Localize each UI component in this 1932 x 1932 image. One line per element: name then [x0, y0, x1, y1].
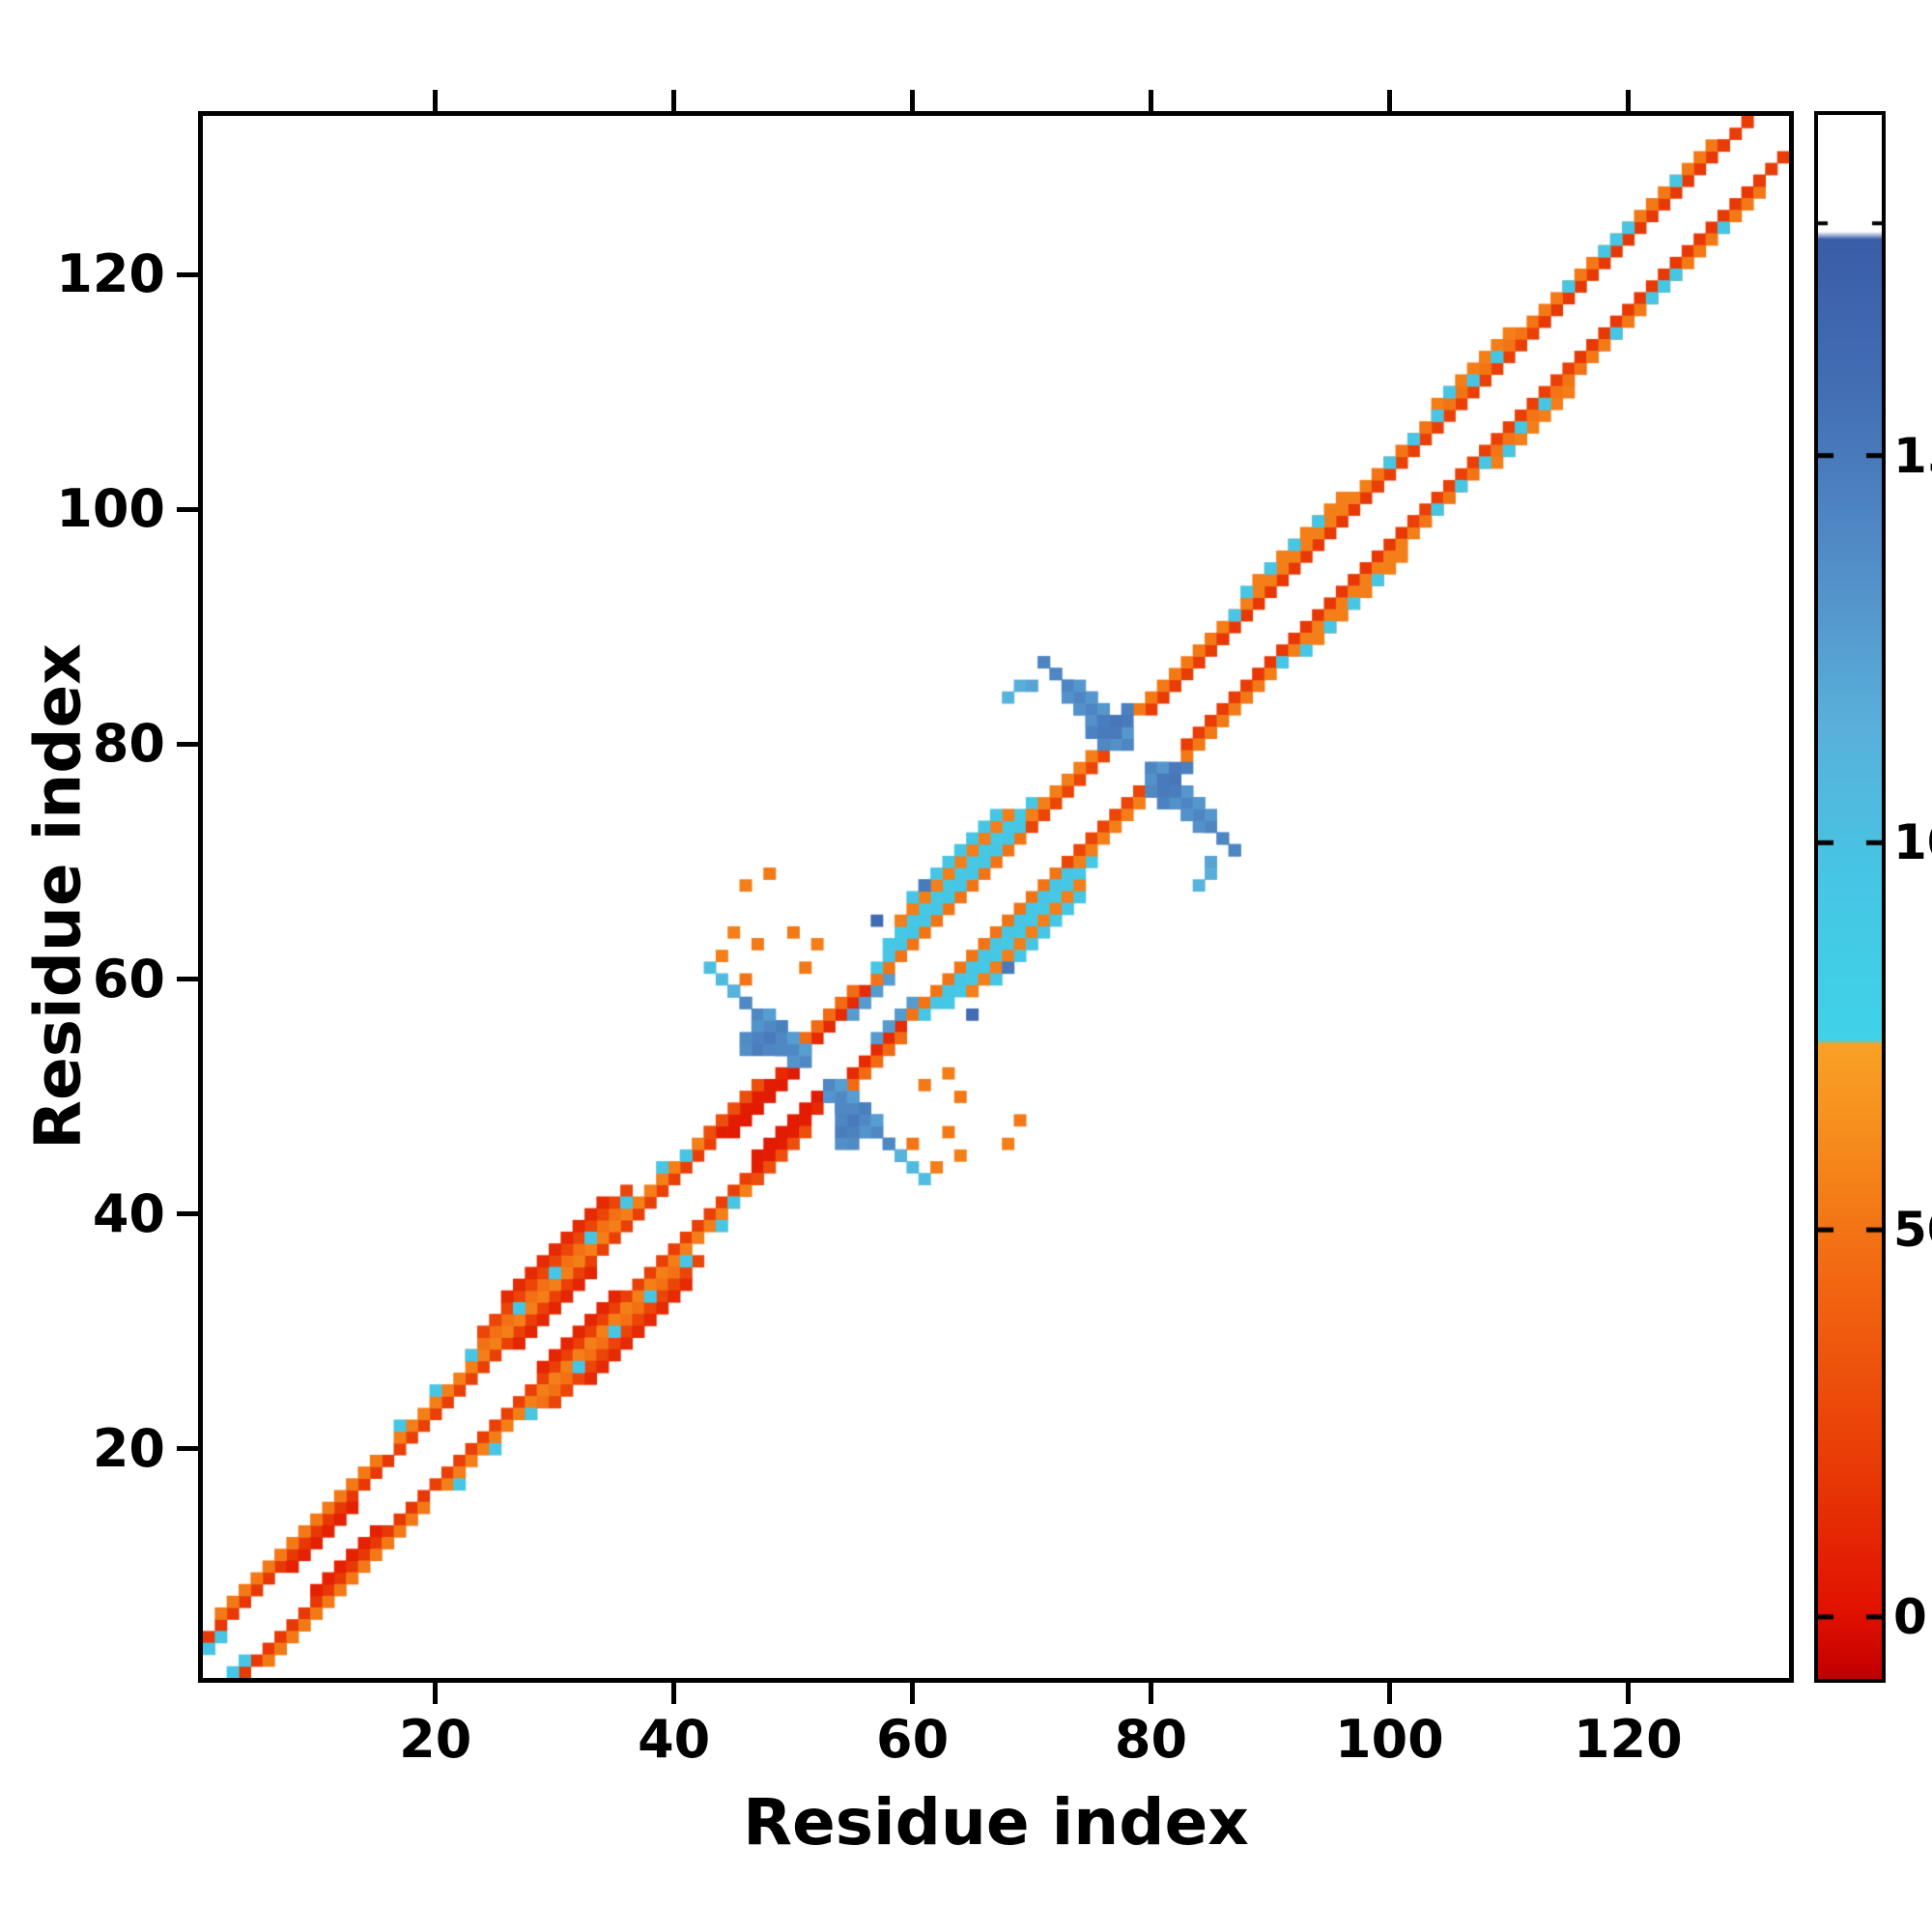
y-tick-label: 80 [92, 713, 165, 775]
x-axis-tick [910, 1683, 916, 1704]
y-axis-tick [177, 506, 198, 512]
x-axis-tick [433, 1683, 439, 1704]
y-tick-label: 100 [56, 478, 165, 540]
x-axis-tick [1625, 1683, 1631, 1704]
x-tick-label: 20 [399, 1709, 472, 1770]
y-tick-label: 120 [56, 243, 165, 305]
x-axis-top-tick [1625, 90, 1631, 111]
colorbar-tick-label: 0 [1893, 1588, 1927, 1645]
x-tick-label: 60 [876, 1709, 950, 1770]
x-tick-label: 120 [1573, 1709, 1683, 1770]
x-axis-tick [671, 1683, 677, 1704]
y-axis-tick [177, 271, 198, 277]
x-axis-tick [1386, 1683, 1392, 1704]
x-tick-label: 80 [1114, 1709, 1188, 1770]
y-tick-label: 20 [92, 1417, 165, 1479]
colorbar [1814, 111, 1886, 1683]
x-axis-top-tick [671, 90, 677, 111]
x-axis-tick [1148, 1683, 1153, 1704]
y-axis-tick [177, 977, 198, 982]
colorbar-canvas [1818, 115, 1882, 1679]
y-axis-title: Residue index [20, 643, 96, 1150]
x-axis-top-tick [1148, 90, 1153, 111]
y-axis-tick [177, 1446, 198, 1452]
x-axis-title: Residue index [743, 1785, 1249, 1860]
x-tick-label: 100 [1335, 1709, 1444, 1770]
y-axis-tick [177, 741, 198, 747]
x-tick-label: 40 [638, 1709, 711, 1770]
colorbar-tick-label: 100 [1893, 814, 1932, 871]
x-axis-top-tick [433, 90, 439, 111]
y-axis-tick [177, 1211, 198, 1217]
heatmap-plot-area [198, 111, 1794, 1683]
heatmap-canvas [203, 116, 1789, 1678]
y-tick-label: 60 [92, 948, 165, 1009]
x-axis-top-tick [910, 90, 916, 111]
colorbar-tick-label: 150 [1893, 427, 1932, 484]
y-tick-label: 40 [92, 1182, 165, 1244]
x-axis-top-tick [1386, 90, 1392, 111]
colorbar-tick-label: 50 [1893, 1202, 1932, 1259]
